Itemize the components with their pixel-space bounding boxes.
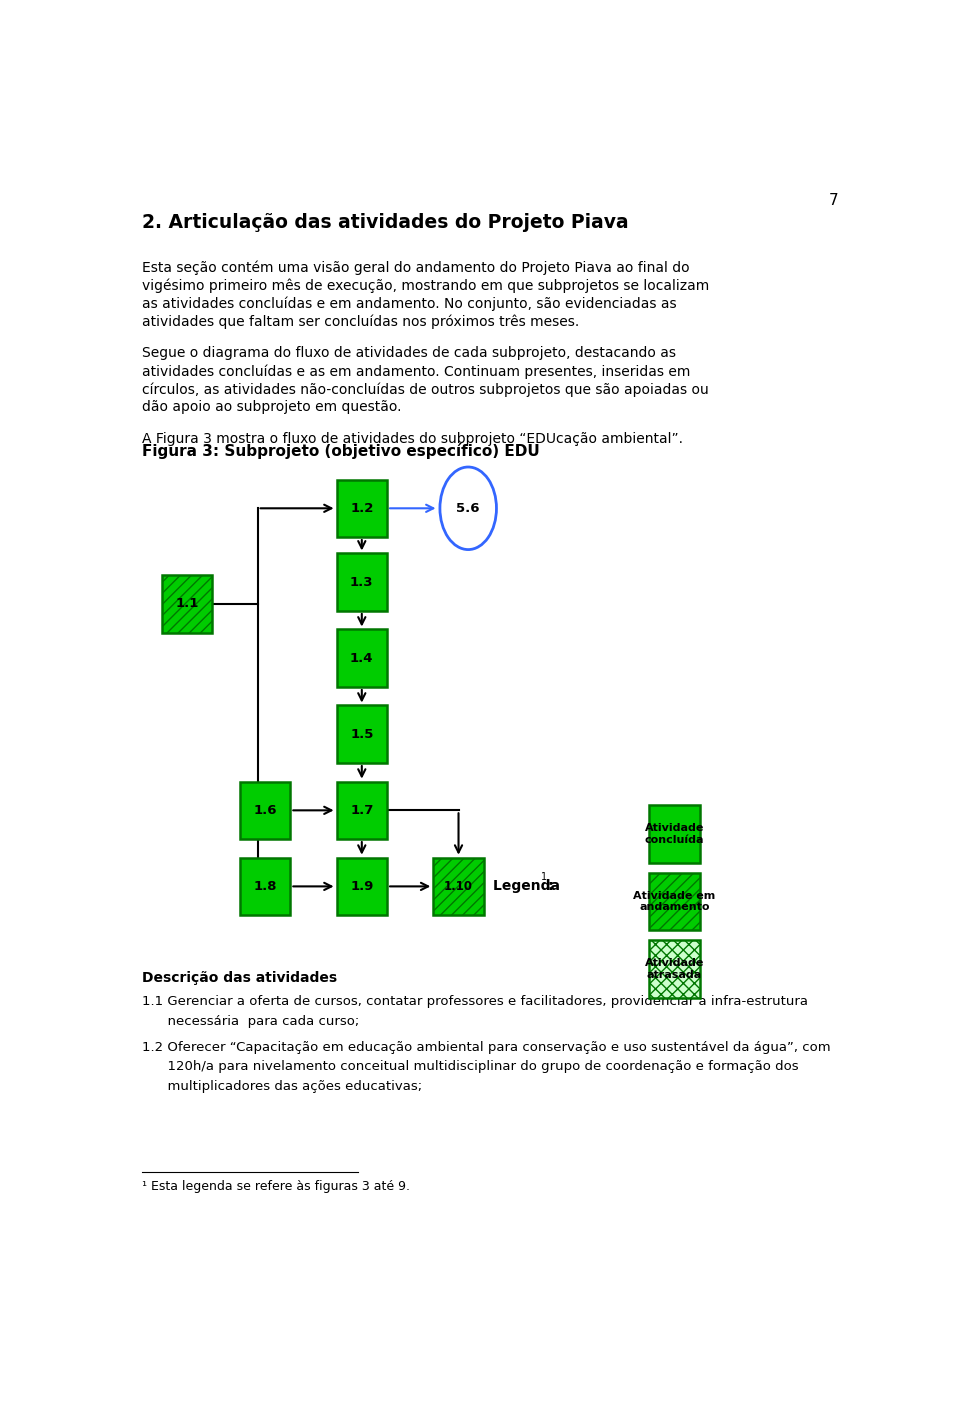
Text: 1.10: 1.10	[444, 880, 473, 893]
Text: Atividade
concluída: Atividade concluída	[644, 824, 704, 845]
Text: necessária  para cada curso;: necessária para cada curso;	[142, 1015, 360, 1027]
Text: vigésimo primeiro mês de execução, mostrando em que subprojetos se localizam: vigésimo primeiro mês de execução, mostr…	[142, 278, 709, 293]
FancyBboxPatch shape	[337, 629, 387, 687]
FancyBboxPatch shape	[161, 576, 212, 632]
FancyBboxPatch shape	[649, 806, 700, 864]
Text: 5.6: 5.6	[456, 502, 480, 515]
Text: 1.4: 1.4	[350, 652, 373, 665]
Text: multiplicadores das ações educativas;: multiplicadores das ações educativas;	[142, 1079, 422, 1092]
FancyBboxPatch shape	[240, 858, 290, 916]
Text: círculos, as atividades não-concluídas de outros subprojetos que são apoiadas ou: círculos, as atividades não-concluídas d…	[142, 382, 709, 396]
Text: dão apoio ao subprojeto em questão.: dão apoio ao subprojeto em questão.	[142, 401, 402, 415]
Text: Segue o diagrama do fluxo de atividades de cada subprojeto, destacando as: Segue o diagrama do fluxo de atividades …	[142, 347, 676, 360]
Text: as atividades concluídas e em andamento. No conjunto, são evidenciadas as: as atividades concluídas e em andamento.…	[142, 296, 677, 310]
FancyBboxPatch shape	[337, 553, 387, 611]
Text: ¹ Esta legenda se refere às figuras 3 até 9.: ¹ Esta legenda se refere às figuras 3 at…	[142, 1180, 410, 1192]
Text: 1.8: 1.8	[253, 880, 276, 893]
Text: 1.2: 1.2	[350, 502, 373, 515]
Text: 1.7: 1.7	[350, 804, 373, 817]
FancyBboxPatch shape	[337, 782, 387, 840]
Text: Descrição das atividades: Descrição das atividades	[142, 971, 338, 985]
FancyBboxPatch shape	[337, 480, 387, 538]
Text: Esta seção contém uma visão geral do andamento do Projeto Piava ao final do: Esta seção contém uma visão geral do and…	[142, 261, 690, 275]
Text: atividades concluídas e as em andamento. Continuam presentes, inseridas em: atividades concluídas e as em andamento.…	[142, 364, 690, 378]
Text: 1.3: 1.3	[350, 576, 373, 588]
FancyBboxPatch shape	[240, 782, 290, 840]
Text: 1.1: 1.1	[176, 597, 199, 611]
Text: atividades que faltam ser concluídas nos próximos três meses.: atividades que faltam ser concluídas nos…	[142, 315, 580, 329]
FancyBboxPatch shape	[337, 706, 387, 763]
Text: 7: 7	[828, 193, 838, 209]
Text: 1.5: 1.5	[350, 728, 373, 741]
Text: 1.2 Oferecer “Capacitação em educação ambiental para conservação e uso sustentáv: 1.2 Oferecer “Capacitação em educação am…	[142, 1041, 831, 1054]
Text: 2. Articulação das atividades do Projeto Piava: 2. Articulação das atividades do Projeto…	[142, 213, 629, 231]
Text: Figura 3: Subprojeto (objetivo específico) EDU: Figura 3: Subprojeto (objetivo específic…	[142, 443, 540, 459]
Text: 120h/a para nivelamento conceitual multidisciplinar do grupo de coordenação e fo: 120h/a para nivelamento conceitual multi…	[142, 1060, 799, 1074]
FancyBboxPatch shape	[337, 858, 387, 916]
Text: 1.1 Gerenciar a oferta de cursos, contatar professores e facilitadores, providen: 1.1 Gerenciar a oferta de cursos, contat…	[142, 995, 808, 1007]
Text: 1.9: 1.9	[350, 880, 373, 893]
FancyBboxPatch shape	[649, 873, 700, 930]
Text: 1: 1	[541, 872, 547, 882]
Circle shape	[440, 467, 496, 549]
Text: Legenda: Legenda	[493, 879, 565, 893]
Text: 1.6: 1.6	[253, 804, 276, 817]
Text: A Figura 3 mostra o fluxo de atividades do subprojeto “EDUcação ambiental”.: A Figura 3 mostra o fluxo de atividades …	[142, 432, 684, 446]
Text: :: :	[547, 879, 553, 893]
Text: Atividade
atrasada: Atividade atrasada	[644, 958, 704, 979]
FancyBboxPatch shape	[433, 858, 484, 916]
Text: Atividade em
andamento: Atividade em andamento	[634, 890, 715, 913]
FancyBboxPatch shape	[649, 940, 700, 998]
